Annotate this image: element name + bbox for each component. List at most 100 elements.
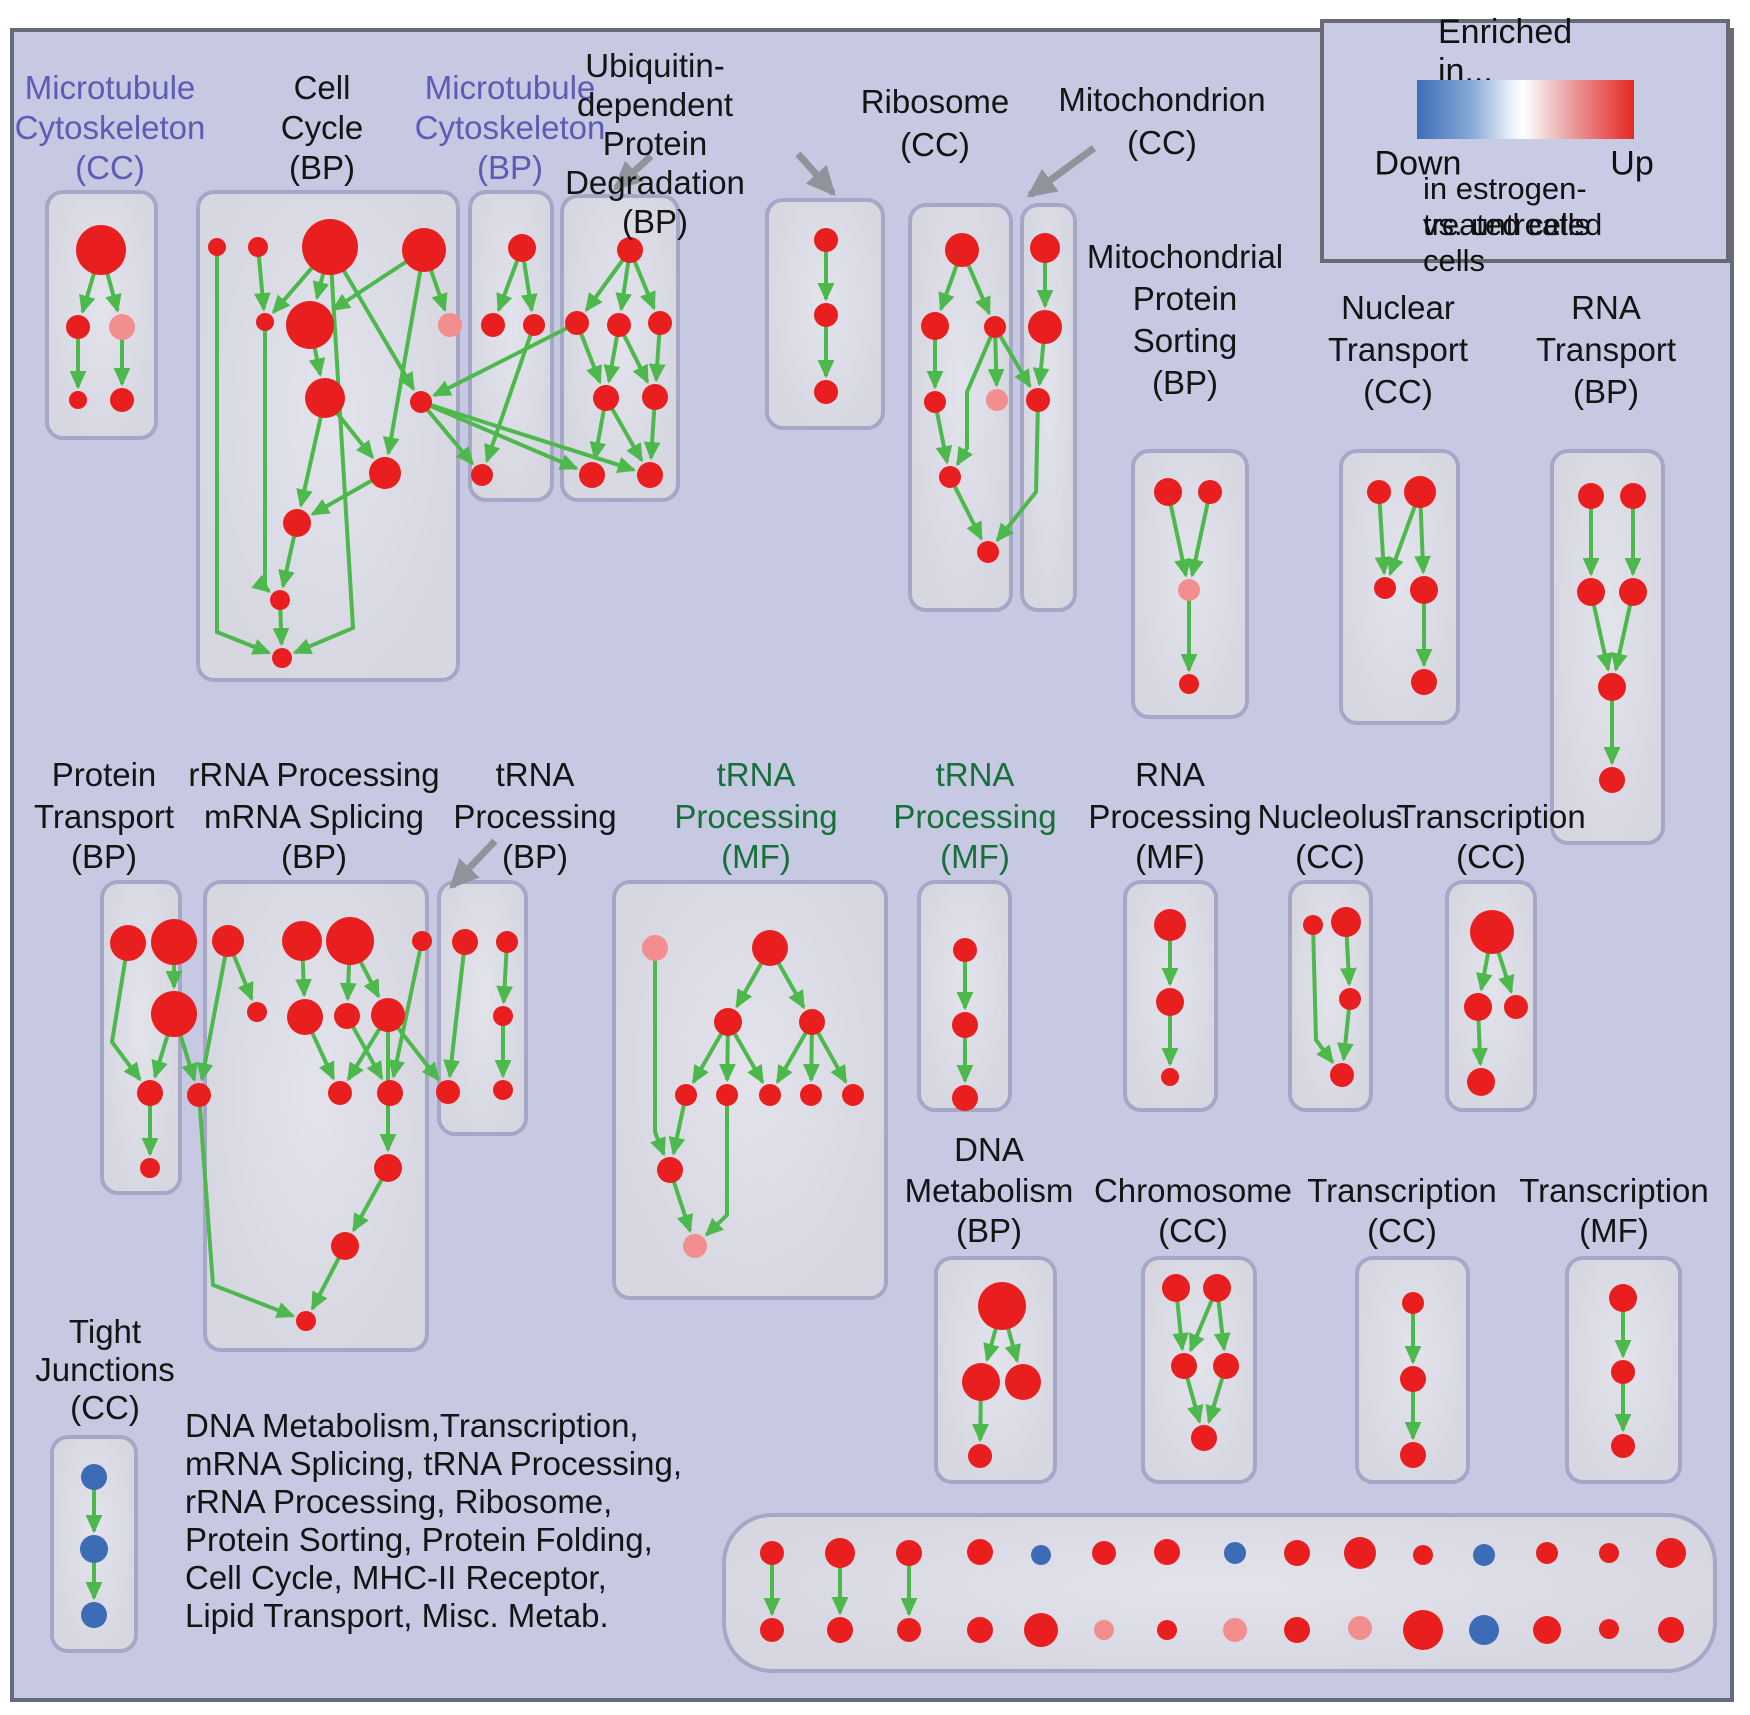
go-term-node-rrna-7 <box>371 998 405 1032</box>
go-term-node-strip-4 <box>896 1540 922 1566</box>
edge-chrom <box>1205 1372 1226 1425</box>
go-term-node-rrna-10 <box>187 1083 211 1107</box>
go-term-node-dnamet-2 <box>1005 1364 1041 1400</box>
cluster-label-nucleolus: Nucleolus <box>1257 798 1403 835</box>
go-term-node-mps-0 <box>1154 478 1182 506</box>
cluster-label-trnamf-small: tRNA <box>935 756 1015 793</box>
edge-trnamf-big <box>803 1029 820 1083</box>
go-term-node-rrna-4 <box>247 1002 267 1022</box>
go-term-node-trnamf-big-8 <box>842 1084 864 1106</box>
edge-trnamf-big <box>691 1028 726 1085</box>
go-term-node-tj-0 <box>81 1464 107 1490</box>
go-term-node-ribosome-0 <box>945 233 979 267</box>
edge-cell-cycle <box>296 409 325 508</box>
go-term-node-strip-16 <box>1284 1540 1310 1566</box>
edge-cell-cycle <box>336 260 416 392</box>
go-term-node-mito-2 <box>1026 388 1050 412</box>
go-term-node-cell-cycle-0 <box>208 238 226 256</box>
cluster-label-trnabp: Processing <box>453 798 617 835</box>
go-term-node-ribosome-6 <box>977 541 999 563</box>
go-term-node-rrna-11 <box>374 1154 402 1182</box>
edge-ubiq1 <box>631 256 656 311</box>
go-term-node-rrna-9 <box>377 1080 403 1106</box>
gray-pointer-arrow <box>449 838 498 890</box>
edge-trnamf-big <box>730 1028 765 1085</box>
cluster-label-ubiq1: Protein <box>602 125 708 162</box>
edge-rrna <box>196 950 229 1082</box>
go-term-node-mt-cc-0 <box>76 225 126 275</box>
go-term-node-rrna-8 <box>328 1081 352 1105</box>
cluster-label-tcc3: Transcription <box>1307 1172 1497 1209</box>
go-term-node-strip-26 <box>1599 1543 1619 1563</box>
go-term-node-strip-10 <box>1092 1541 1116 1565</box>
edge-chrom <box>1213 1296 1231 1352</box>
go-term-node-trnamf-small-1 <box>952 1012 978 1038</box>
edge-cell-cycle <box>251 327 271 593</box>
edge-trnamf-big <box>670 1176 693 1234</box>
cluster-label-dnamet: (BP) <box>956 1212 1022 1249</box>
cluster-label-trnabp: (BP) <box>502 838 568 875</box>
footnote-line: rRNA Processing, Ribosome, <box>185 1483 613 1520</box>
edge-ubiq1 <box>620 330 650 384</box>
go-term-node-ubiq1-4 <box>593 385 619 411</box>
legend-up-label: Up <box>1610 144 1654 183</box>
edge-rrna <box>351 1174 386 1233</box>
go-term-node-cell-cycle-6 <box>438 313 462 337</box>
go-term-node-ubiq1-6 <box>579 462 605 488</box>
cluster-label-rnaproc: (MF) <box>1135 838 1205 875</box>
go-term-node-rnat-3 <box>1619 578 1647 606</box>
edge-ribosome <box>938 258 961 312</box>
go-term-node-rrna-3 <box>412 931 432 951</box>
go-term-node-ubiq1-7 <box>637 462 663 488</box>
edge-cell-cycle <box>272 605 290 647</box>
go-term-node-dnamet-0 <box>978 1282 1026 1330</box>
go-term-node-cell-cycle-4 <box>256 313 274 331</box>
go-term-node-trnamf-big-1 <box>752 930 788 966</box>
legend-box: Enriched in... Down Up in estrogen-treat… <box>1320 13 1730 278</box>
edge-chrom <box>1184 1372 1204 1424</box>
go-term-node-trnabp-1 <box>496 931 518 953</box>
go-term-node-tcc3-0 <box>1402 1292 1424 1314</box>
go-term-node-ribosome-4 <box>986 389 1008 411</box>
edge-trnamf-big <box>775 1027 810 1085</box>
edge-nucleolus <box>1311 930 1335 1065</box>
edge-rnat <box>1611 599 1634 672</box>
go-term-node-rrna-12 <box>331 1232 359 1260</box>
edge-cross <box>996 331 1032 389</box>
cluster-label-mps: Protein <box>1132 280 1238 317</box>
go-term-node-tcc2-2 <box>1504 995 1528 1019</box>
cluster-label-nt: Transport <box>1328 331 1468 368</box>
go-term-node-strip-6 <box>967 1539 993 1565</box>
go-term-node-trnamf-small-0 <box>953 938 977 962</box>
cluster-label-mps: Sorting <box>1132 322 1238 359</box>
go-term-node-strip-7 <box>967 1617 993 1643</box>
go-term-node-trnamf-big-3 <box>799 1009 825 1035</box>
go-term-node-rrna-5 <box>287 999 323 1035</box>
go-term-node-strip-28 <box>1656 1538 1686 1568</box>
go-term-node-rrna-2 <box>326 917 374 965</box>
go-term-node-strip-9 <box>1024 1613 1058 1647</box>
cluster-label-tj: Junctions <box>35 1351 175 1388</box>
edge-mps <box>1187 498 1211 578</box>
edge-rrna <box>229 949 254 1002</box>
cluster-label-dnamet: DNA <box>954 1131 1024 1168</box>
edge-trnamf-big <box>735 956 767 1009</box>
go-term-node-nt-4 <box>1411 669 1437 695</box>
cluster-label-rnat: (BP) <box>1573 373 1639 410</box>
edge-trnamf-big <box>719 1030 736 1083</box>
go-term-node-trnamf-big-9 <box>657 1157 683 1183</box>
go-term-node-rrna-6 <box>334 1003 360 1029</box>
go-term-node-mt-cc-4 <box>110 388 134 412</box>
go-term-node-strip-19 <box>1348 1616 1372 1640</box>
cluster-label-rrna: rRNA Processing <box>188 756 440 793</box>
cluster-label-pt: Protein <box>51 756 157 793</box>
go-term-node-rnat-4 <box>1598 673 1626 701</box>
cluster-label-rnaproc: RNA <box>1135 756 1205 793</box>
cluster-label-mt-bp: (BP) <box>477 149 543 186</box>
cluster-label-trnamf-big: tRNA <box>716 756 796 793</box>
go-term-node-chrom-4 <box>1191 1425 1217 1451</box>
edge-mt-bp <box>520 255 538 313</box>
go-term-node-cell-cycle-12 <box>272 648 292 668</box>
edge-trnabp <box>496 948 514 1005</box>
go-term-node-rnaproc-1 <box>1156 988 1184 1016</box>
